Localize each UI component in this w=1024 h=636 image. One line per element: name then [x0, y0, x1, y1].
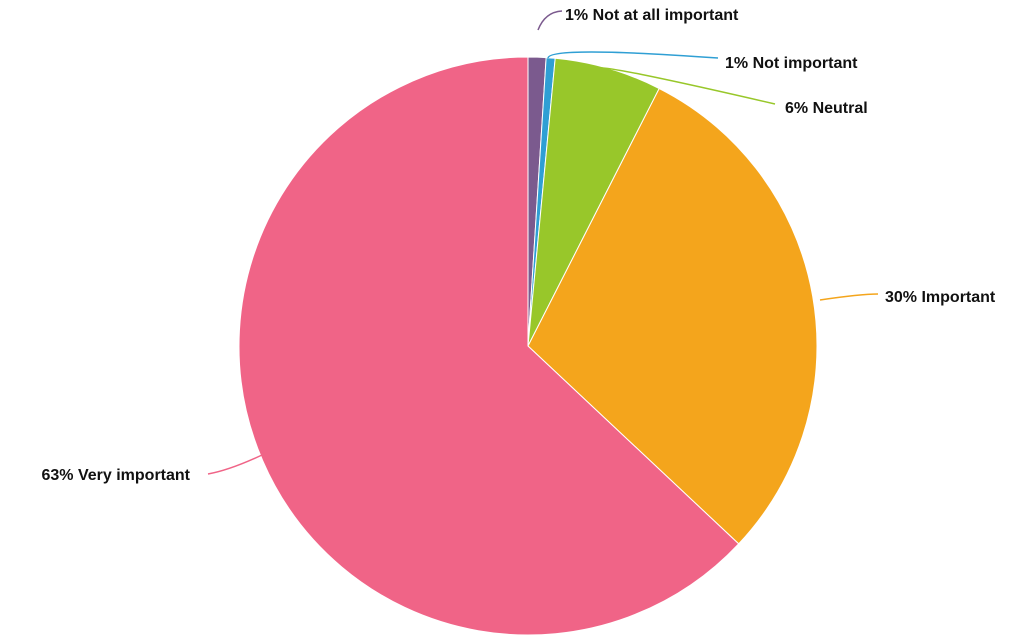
leader-line-not-at-all-important [537, 10, 563, 31]
leader-line-neutral [595, 66, 776, 105]
slice-label-very-important: 63% Very important [42, 467, 191, 484]
pie-slices [238, 56, 818, 636]
leader-lines [207, 10, 879, 475]
slice-labels: 1% Not at all important 1% Not important 6… [42, 7, 996, 484]
leader-line-not-important [547, 51, 719, 59]
leader-line-very-important [207, 454, 263, 475]
slice-label-not-at-all-important: 1% Not at all important [565, 7, 739, 24]
leader-line-important [819, 293, 879, 301]
pie-slice-important [527, 87, 818, 545]
pie-slice-very-important [238, 56, 740, 636]
slice-label-important: 30% Important [885, 289, 996, 306]
slice-label-neutral: 6% Neutral [785, 100, 868, 117]
slice-label-not-important: 1% Not important [725, 55, 858, 72]
